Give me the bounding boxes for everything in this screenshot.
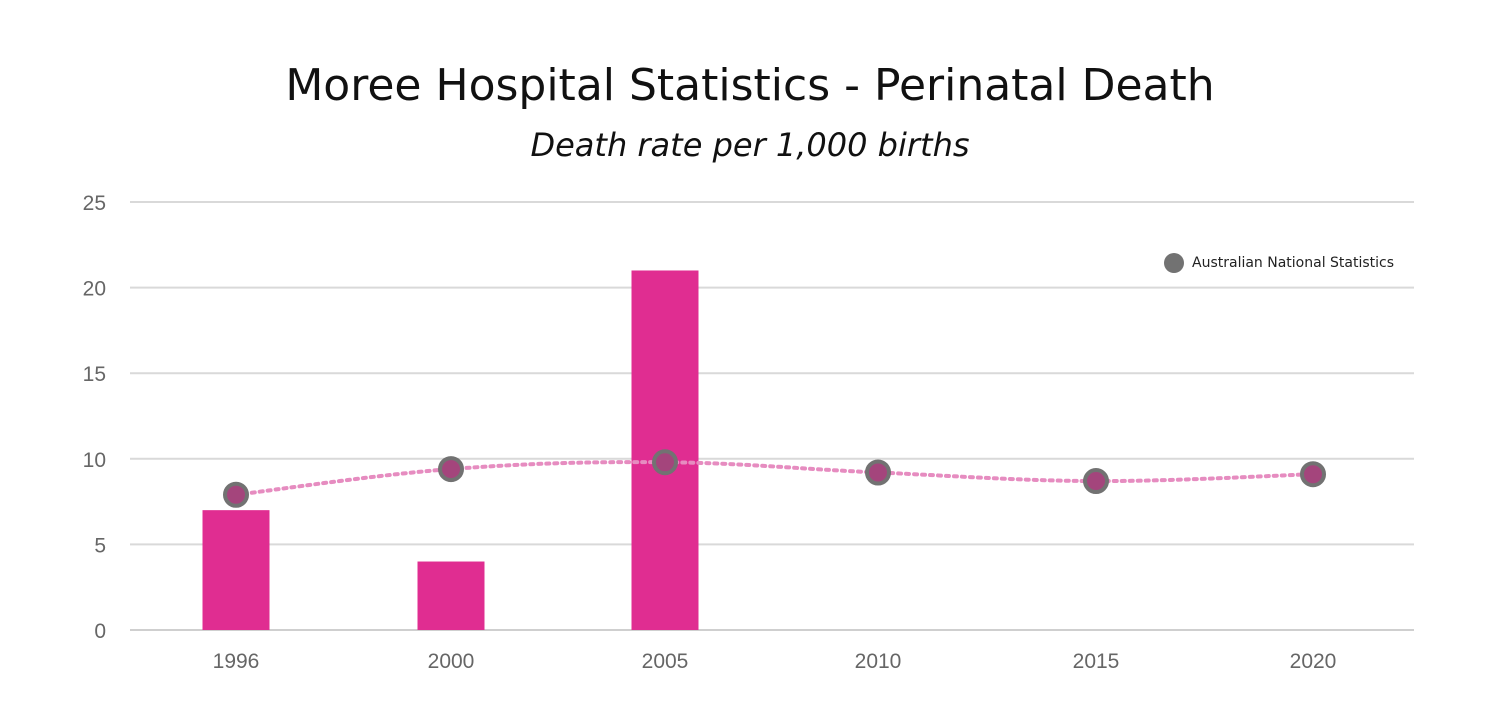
y-tick-label: 10 xyxy=(83,449,106,472)
data-point xyxy=(223,481,249,508)
data-point xyxy=(438,456,464,483)
data-point xyxy=(652,449,678,476)
x-tick-label: 1996 xyxy=(213,650,260,673)
chart-title: Moree Hospital Statistics - Perinatal De… xyxy=(285,60,1215,111)
x-tick-label: 2000 xyxy=(428,650,475,673)
x-tick-label: 2010 xyxy=(855,650,902,673)
bar xyxy=(202,510,270,630)
x-tick-label: 2005 xyxy=(642,650,689,673)
y-tick-label: 20 xyxy=(83,278,106,301)
x-axis-ticks: 1996 2000 2005 2010 2015 2020 xyxy=(213,650,1337,673)
y-tick-label: 5 xyxy=(94,534,106,557)
x-tick-label: 2015 xyxy=(1073,650,1120,673)
y-tick-label: 15 xyxy=(83,363,106,386)
line-series xyxy=(223,449,1326,508)
y-tick-label: 25 xyxy=(83,192,106,215)
series-line xyxy=(234,460,1315,497)
bar-series xyxy=(202,270,699,630)
y-axis-ticks: 0 5 10 15 20 25 xyxy=(83,192,106,643)
legend-marker xyxy=(1164,253,1184,273)
legend: Australian National Statistics xyxy=(1164,253,1394,273)
legend-label: Australian National Statistics xyxy=(1192,255,1394,271)
bar xyxy=(417,561,485,630)
x-tick-label: 2020 xyxy=(1290,650,1337,673)
chart-subtitle: Death rate per 1,000 births xyxy=(530,126,970,164)
data-point xyxy=(865,459,891,486)
grid-lines xyxy=(130,201,1414,631)
data-point xyxy=(1083,468,1109,495)
y-tick-label: 0 xyxy=(94,620,106,643)
data-point xyxy=(1300,461,1326,488)
